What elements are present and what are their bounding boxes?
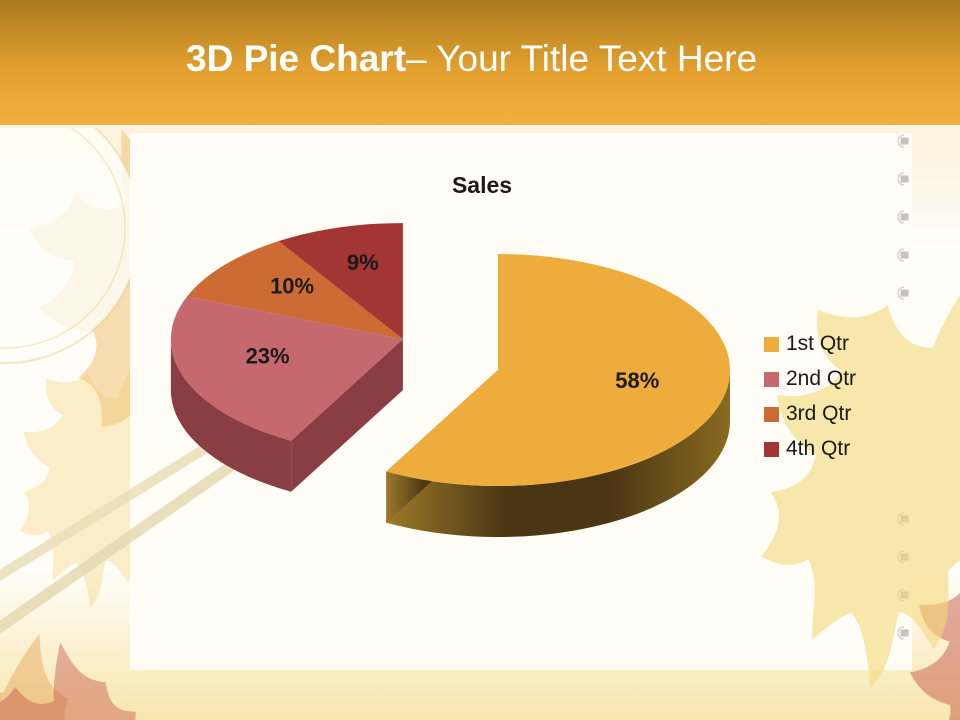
svg-text:9%: 9% — [347, 250, 379, 275]
svg-text:58%: 58% — [615, 368, 659, 393]
svg-text:10%: 10% — [270, 273, 314, 298]
svg-text:23%: 23% — [246, 344, 290, 369]
